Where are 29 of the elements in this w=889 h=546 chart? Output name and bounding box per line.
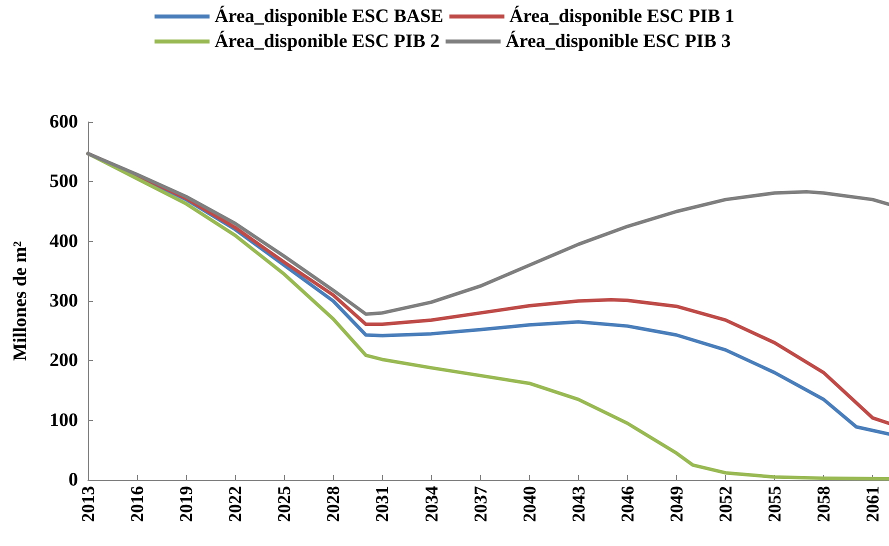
- y-axis-title: Millones de m²: [10, 240, 31, 361]
- x-tick-label: 2022: [225, 486, 246, 522]
- x-tick-label: 2037: [470, 486, 490, 522]
- x-tick-label: 2061: [862, 486, 883, 522]
- x-tick-label: 2025: [274, 486, 294, 522]
- y-tick-label: 100: [50, 410, 78, 431]
- legend-label: Área_disponible ESC PIB 1: [509, 5, 734, 27]
- legend-label: Área_disponible ESC PIB 2: [214, 30, 440, 52]
- x-tick-label: 2046: [617, 486, 638, 522]
- x-tick-label: 2058: [814, 486, 834, 522]
- y-tick-label: 400: [50, 230, 78, 252]
- y-tick-label: 0: [68, 470, 78, 490]
- y-tick-label: 600: [50, 112, 78, 132]
- x-tick-label: 2028: [323, 486, 344, 522]
- y-tick-label: 200: [50, 350, 78, 372]
- x-tick-label: 2034: [421, 486, 442, 522]
- x-tick-label: 2055: [764, 486, 785, 522]
- x-tick-label: 2016: [127, 486, 148, 522]
- x-tick-label: 2031: [372, 486, 392, 522]
- x-tick-label: 2052: [716, 486, 736, 522]
- legend-label: Área_disponible ESC BASE: [214, 5, 444, 27]
- x-tick-label: 2049: [666, 486, 686, 522]
- x-tick-label: 2019: [176, 486, 196, 522]
- x-tick-label: 2013: [78, 486, 98, 522]
- x-tick-label: 2040: [519, 486, 540, 522]
- y-tick-label: 500: [50, 171, 78, 192]
- y-tick-label: 300: [50, 290, 78, 312]
- legend-label: Área_disponible ESC PIB 3: [506, 30, 731, 52]
- x-tick-label: 2043: [568, 486, 588, 522]
